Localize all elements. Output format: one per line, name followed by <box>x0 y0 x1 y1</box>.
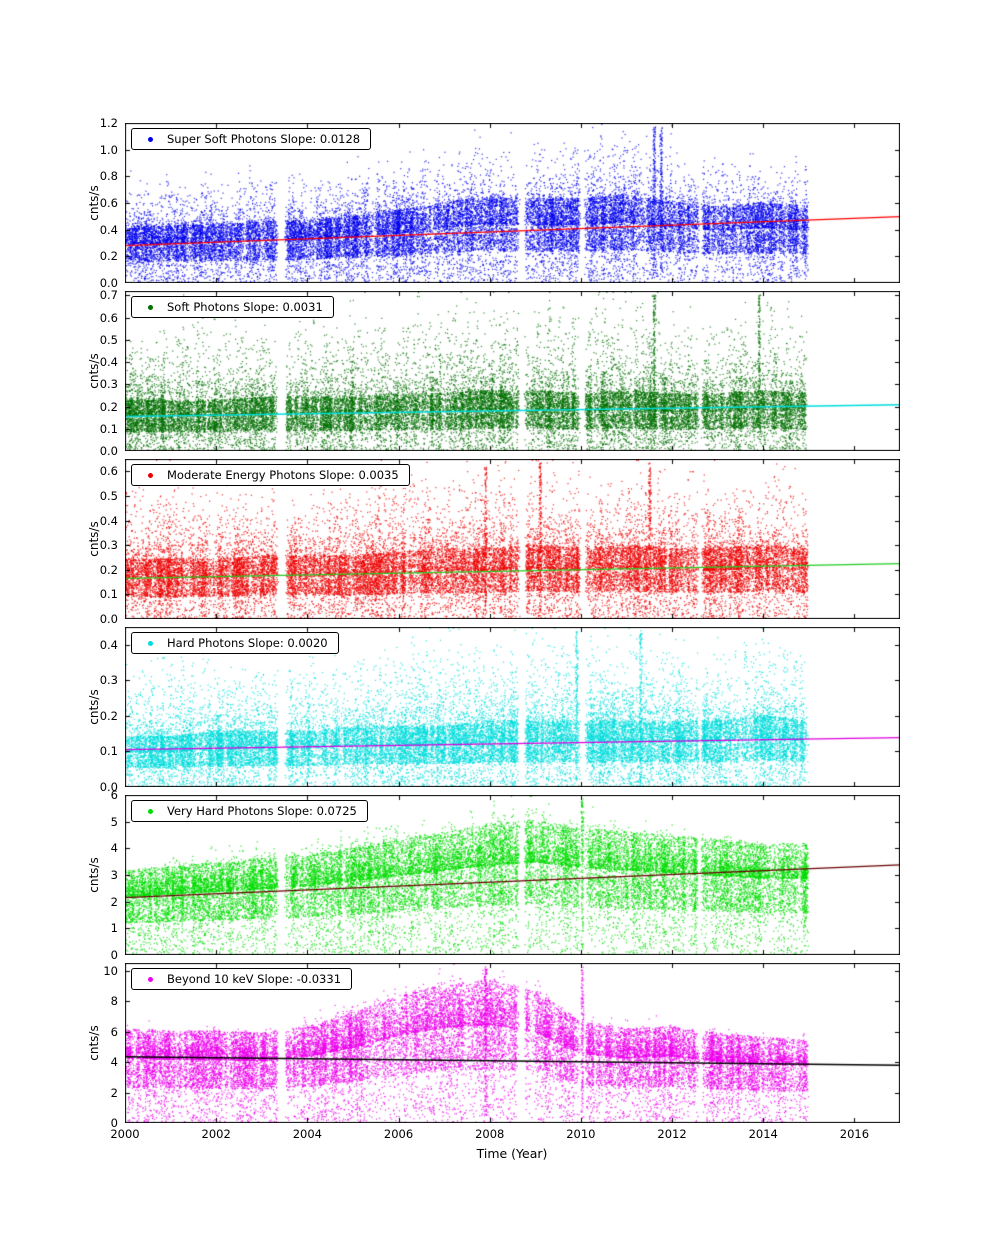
y-tick-label: 0.8 <box>99 169 118 184</box>
scatter-marker-icon <box>148 808 153 814</box>
scatter-marker-icon <box>148 640 153 646</box>
scatter-marker-icon <box>148 136 153 142</box>
x-tick-label: 2008 <box>475 1127 505 1141</box>
panel-soft-photons: Soft Photons Slope: 0.0031 cnts/s 0.0 0.1… <box>87 289 900 457</box>
x-tick-label: 2010 <box>566 1127 596 1141</box>
y-tick-label: 3 <box>110 868 118 882</box>
x-tick-label: 2004 <box>292 1127 322 1141</box>
scatter-marker-icon <box>148 472 153 478</box>
x-tick-label: 2014 <box>748 1127 778 1141</box>
y-tick-label: 1 <box>110 921 118 936</box>
y-tick-label: 0.0 <box>99 276 118 290</box>
y-tick-label: 0.6 <box>99 310 118 325</box>
y-tick-label: 0.1 <box>99 421 118 436</box>
y-tick-label: 0.4 <box>99 222 118 237</box>
panel-hard-photons: Hard Photons Slope: 0.0020 cnts/s 0.0 0.1… <box>87 627 900 793</box>
legend-label: Soft Photons Slope: 0.0031 <box>167 300 323 314</box>
y-tick-label: 2 <box>110 1085 118 1100</box>
y-tick-label: 1.2 <box>99 116 118 130</box>
legend-label: Very Hard Photons Slope: 0.0725 <box>167 804 357 818</box>
y-tick-label: 5 <box>110 814 118 829</box>
y-tick-label: 0.2 <box>99 562 118 577</box>
y-tick-label: 0.1 <box>99 587 118 602</box>
y-tick-label: 0.3 <box>99 538 118 553</box>
y-tick-label: 0.7 <box>99 288 118 303</box>
y-tick-label: 0.5 <box>99 488 118 503</box>
legend-label: Super Soft Photons Slope: 0.0128 <box>167 132 361 146</box>
y-tick-label: 0 <box>110 948 118 962</box>
x-tick-label: 2012 <box>657 1127 687 1141</box>
y-tick-label: 0.2 <box>99 399 118 414</box>
y-tick-label: 0.2 <box>99 708 118 723</box>
panel-super-soft-photons: Super Soft Photons Slope: 0.0128 cnts/s … <box>87 117 900 289</box>
x-axis-title: Time (Year) <box>476 1146 548 1161</box>
legend-label: Moderate Energy Photons Slope: 0.0035 <box>167 468 399 482</box>
panel-moderate-energy-photons: Moderate Energy Photons Slope: 0.0035 cn… <box>87 459 900 625</box>
legend-soft: Soft Photons Slope: 0.0031 <box>131 296 334 318</box>
y-tick-label: 0.0 <box>99 444 118 458</box>
legend-hard: Hard Photons Slope: 0.0020 <box>131 632 339 654</box>
y-axis-title: cnts/s <box>87 857 101 893</box>
y-tick-label: 4 <box>110 841 118 856</box>
x-tick-label: 2006 <box>383 1127 414 1141</box>
panel-beyond-10-kev: Beyond 10 keV Slope: -0.0331 cnts/s 0 2 4 6… <box>87 963 900 1129</box>
y-tick-label: 0.3 <box>99 377 118 392</box>
y-tick-label: 10 <box>103 963 118 978</box>
y-tick-label: 0.5 <box>99 332 118 347</box>
y-tick-label: 1.0 <box>99 142 118 157</box>
legend-label: Hard Photons Slope: 0.0020 <box>167 636 328 650</box>
y-tick-label: 0.4 <box>99 637 118 652</box>
y-tick-label: 2 <box>110 894 118 909</box>
y-tick-label: 0.4 <box>99 355 118 370</box>
legend-super-soft: Super Soft Photons Slope: 0.0128 <box>131 128 372 150</box>
y-tick-label: 0.6 <box>99 464 118 479</box>
y-tick-label: 0.2 <box>99 249 118 264</box>
legend-moderate: Moderate Energy Photons Slope: 0.0035 <box>131 464 410 486</box>
y-tick-label: 0.4 <box>99 513 118 528</box>
y-axis-title: cnts/s <box>87 1025 101 1061</box>
y-tick-label: 0.6 <box>99 196 118 210</box>
y-tick-label: 4 <box>110 1055 118 1070</box>
scatter-marker-icon <box>148 976 153 982</box>
x-tick-label: 2002 <box>201 1127 231 1141</box>
legend-label: Beyond 10 keV Slope: -0.0331 <box>167 972 342 986</box>
panel-very-hard-photons: Very Hard Photons Slope: 0.0725 cnts/s 0… <box>87 789 900 961</box>
y-tick-label: 0.3 <box>99 673 118 688</box>
y-tick-label: 0 <box>110 1116 118 1130</box>
y-tick-label: 8 <box>110 994 118 1009</box>
legend-beyond-10kev: Beyond 10 keV Slope: -0.0331 <box>131 968 353 990</box>
y-tick-label: 0.0 <box>99 780 118 794</box>
y-tick-label: 0.1 <box>99 744 118 759</box>
legend-very-hard: Very Hard Photons Slope: 0.0725 <box>131 800 368 822</box>
x-tick-label: 2000 <box>110 1127 140 1141</box>
x-tick-label: 2016 <box>839 1127 870 1141</box>
y-tick-label: 6 <box>110 788 118 802</box>
scatter-marker-icon <box>148 304 153 310</box>
y-tick-label: 0.0 <box>99 612 118 626</box>
y-tick-label: 6 <box>110 1024 118 1039</box>
